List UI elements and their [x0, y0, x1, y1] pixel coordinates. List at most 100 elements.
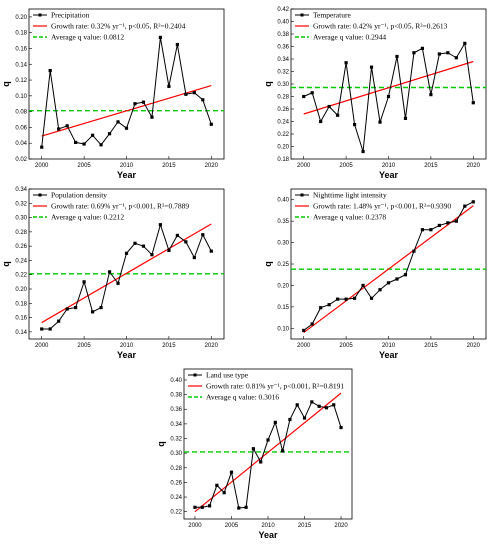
- data-point: [395, 54, 399, 59]
- y-tick-label: 0.36: [277, 45, 289, 51]
- legend-series-marker: [300, 13, 304, 17]
- data-point: [175, 42, 179, 47]
- data-point: [229, 470, 234, 474]
- data-point: [317, 404, 321, 408]
- legend-average-label: Average q value: 0.2378: [313, 213, 386, 222]
- data-point: [184, 92, 188, 96]
- y-tick-label: 0.14: [15, 330, 27, 336]
- data-point: [361, 149, 365, 154]
- x-tick-label: 2015: [424, 163, 438, 169]
- y-tick-label: 0.06: [15, 125, 27, 131]
- y-tick-label: 0.28: [170, 466, 182, 472]
- data-point: [344, 297, 348, 301]
- y-tick-label: 0.08: [15, 110, 27, 116]
- y-tick-label: 0.14: [15, 62, 27, 68]
- data-point: [107, 270, 112, 274]
- legend-average-value: 0.2378: [366, 213, 387, 222]
- y-tick-label: 0.42: [277, 7, 289, 13]
- legend-series-label: Population density: [51, 191, 107, 200]
- x-tick-label: 2020: [467, 343, 481, 349]
- legend-trend-stats: 0.42% yr⁻¹, p<0.05, R²=0.2613: [353, 22, 448, 31]
- data-point: [207, 504, 212, 508]
- y-tick-label: 0.40: [170, 378, 182, 384]
- x-tick-label: 2000: [297, 163, 311, 169]
- data-point: [327, 104, 331, 109]
- data-point: [82, 142, 86, 146]
- data-point: [319, 119, 323, 124]
- data-point: [209, 122, 213, 126]
- y-tick-label: 0.36: [170, 407, 182, 413]
- data-point: [200, 505, 204, 509]
- data-point: [90, 310, 95, 314]
- data-point: [378, 120, 382, 124]
- legend-series-marker: [193, 373, 197, 377]
- data-point: [310, 91, 314, 95]
- y-tick-label: 0.26: [15, 244, 27, 250]
- x-tick-label: 2005: [339, 163, 353, 169]
- data-point: [116, 120, 120, 124]
- legend-trend-prefix: Growth rate:: [51, 22, 91, 31]
- data-point: [201, 233, 205, 237]
- x-axis-label: Year: [117, 170, 137, 180]
- data-point: [437, 223, 441, 228]
- data-point: [133, 102, 137, 106]
- y-axis-label: q: [263, 81, 273, 87]
- y-tick-label: 0.30: [277, 241, 289, 247]
- x-tick-label: 2005: [77, 343, 91, 349]
- data-point: [310, 322, 314, 326]
- data-point: [344, 61, 348, 65]
- data-point: [273, 420, 277, 425]
- y-tick-label: 0.16: [15, 316, 27, 322]
- y-tick-label: 0.26: [277, 107, 289, 113]
- data-point: [437, 52, 441, 56]
- data-point: [310, 400, 314, 404]
- legend-trend-label: Growth rate: 0.69% yr⁻¹, p<0.001, R²=0.7…: [51, 202, 189, 211]
- x-tick-label: 2010: [261, 523, 275, 529]
- data-point: [295, 403, 299, 407]
- y-tick-label: 0.18: [15, 31, 27, 37]
- chart-panel-4: 0.10 0.15 0.20 0.25 0.30 0.35 0.40 2000 2005 2010…: [263, 188, 487, 360]
- legend-series-label: Precipitation: [51, 11, 90, 20]
- data-point: [201, 98, 205, 102]
- y-tick-label: 0.02: [15, 157, 27, 163]
- legend-average-value: 0.3016: [259, 393, 280, 402]
- y-tick-label: 0.10: [277, 326, 289, 332]
- trend-line: [41, 85, 212, 137]
- y-tick-label: 0.30: [170, 451, 182, 457]
- data-point: [209, 249, 213, 253]
- x-tick-label: 2000: [35, 163, 49, 169]
- data-point: [48, 68, 52, 73]
- data-point: [82, 280, 86, 284]
- plot-frame: [290, 8, 487, 160]
- y-tick-label: 0.16: [15, 46, 27, 52]
- data-point: [463, 204, 467, 208]
- data-point: [281, 449, 285, 453]
- data-point: [339, 425, 343, 430]
- data-point: [412, 51, 416, 55]
- data-point: [107, 132, 112, 136]
- data-point: [471, 200, 475, 204]
- y-tick-label: 0.30: [15, 216, 27, 222]
- y-tick-label: 0.22: [170, 510, 182, 516]
- y-tick-label: 0.32: [170, 437, 182, 443]
- legend-trend-stats: 0.81% yr⁻¹, p<0.001, R²=0.8191: [246, 382, 344, 391]
- x-tick-label: 2005: [339, 343, 353, 349]
- data-point: [116, 281, 120, 285]
- x-axis-label: Year: [117, 350, 137, 360]
- data-point: [141, 244, 146, 248]
- y-axis-label: q: [156, 441, 166, 447]
- data-point: [90, 133, 95, 137]
- x-tick-label: 2015: [298, 523, 312, 529]
- data-point: [259, 460, 263, 464]
- x-tick-label: 2015: [424, 343, 438, 349]
- y-tick-label: 0.40: [277, 198, 289, 204]
- legend-series-label: Land use type: [206, 371, 249, 380]
- data-point: [158, 223, 163, 227]
- data-point: [251, 447, 255, 451]
- data-point: [319, 306, 323, 310]
- y-axis-label: q: [1, 81, 11, 87]
- data-point: [471, 101, 475, 105]
- legend-average-value: 0.2944: [366, 33, 387, 42]
- data-point: [193, 505, 197, 509]
- plot-frame: [290, 188, 487, 340]
